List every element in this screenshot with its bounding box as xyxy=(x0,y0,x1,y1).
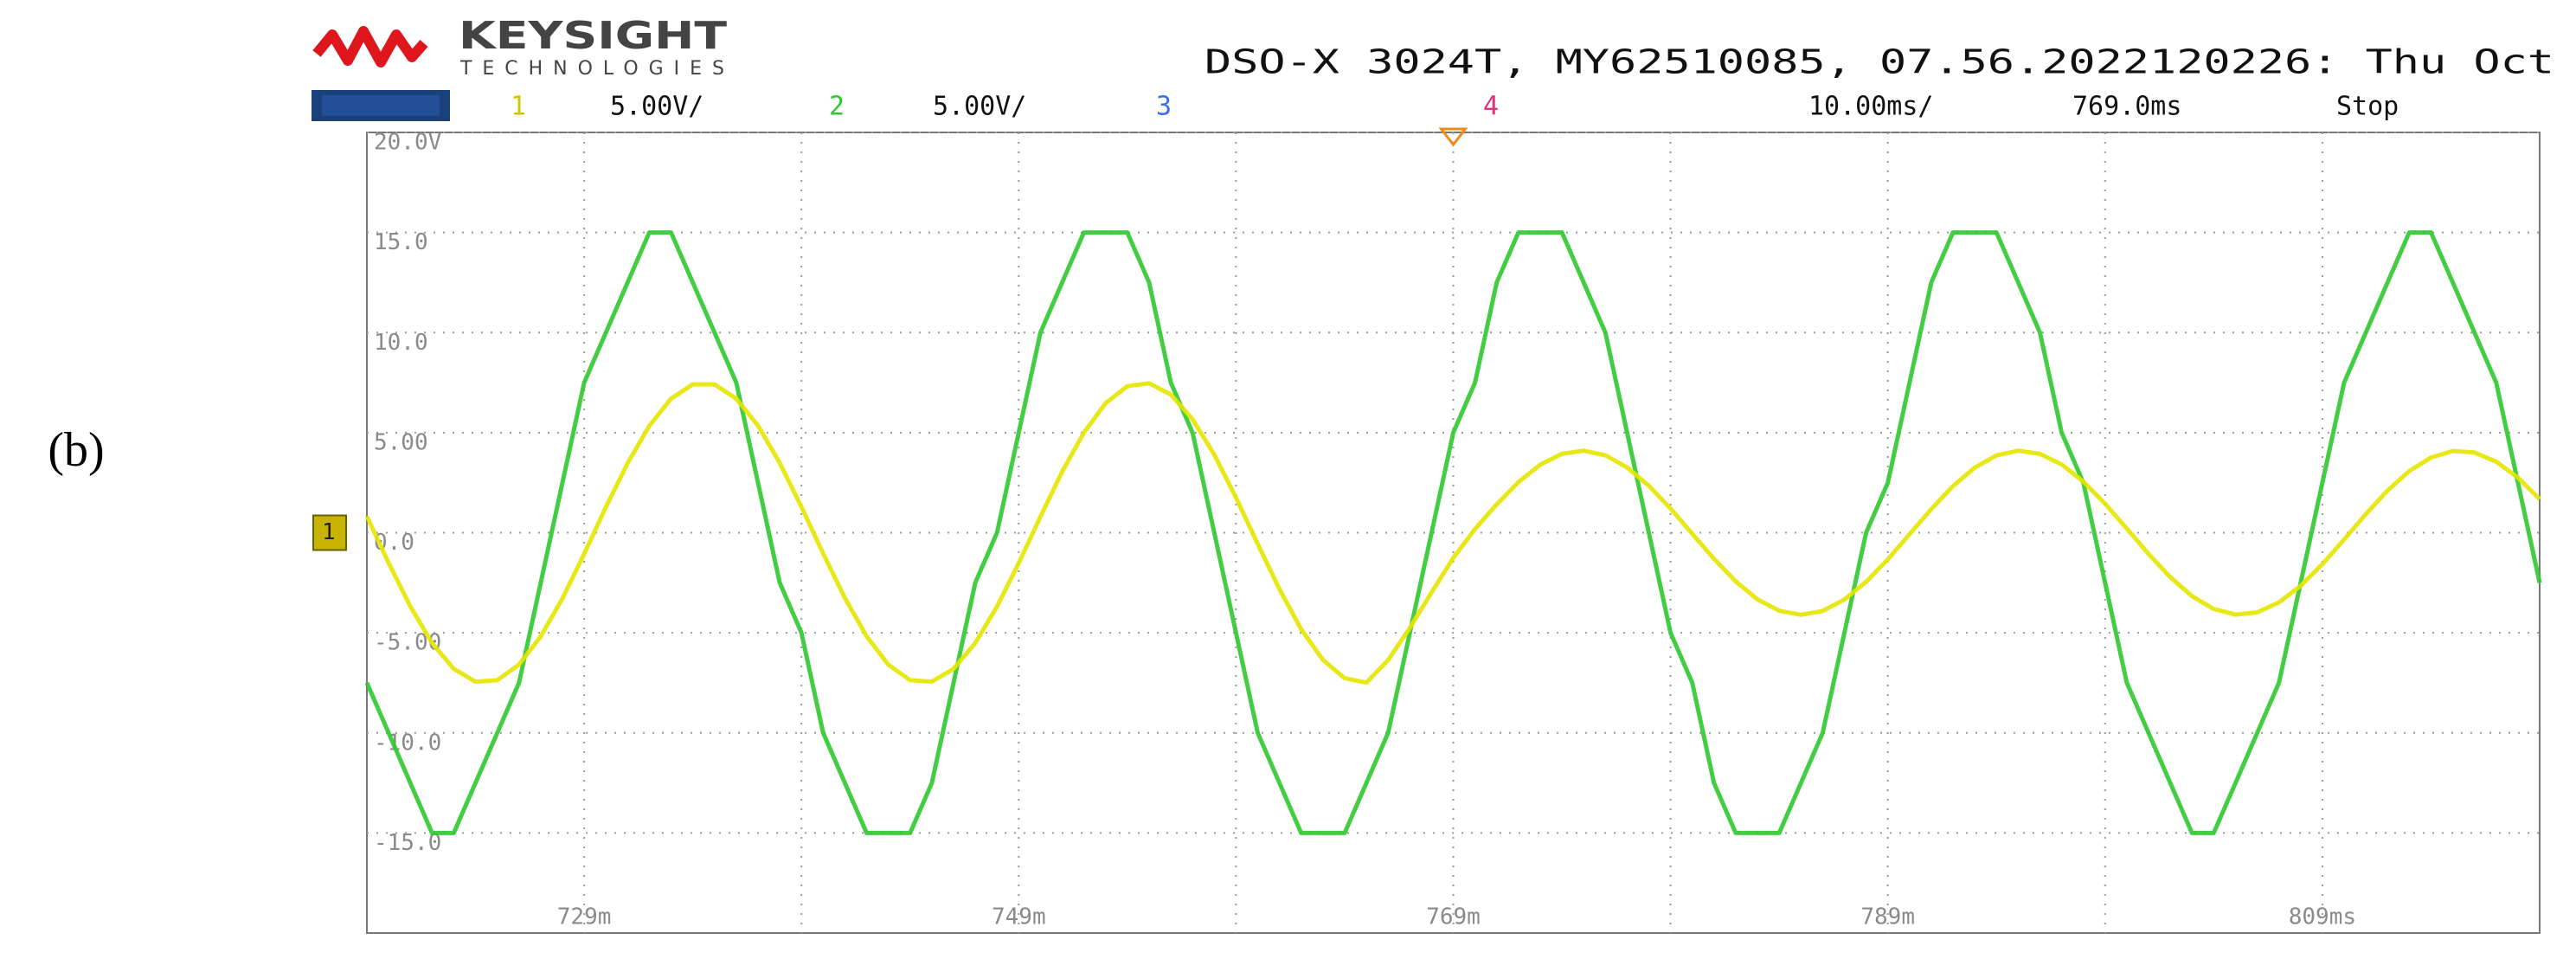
channel-4: 4 xyxy=(1483,92,1499,122)
brand-sub: TECHNOLOGIES xyxy=(459,58,724,80)
ground-marker xyxy=(312,514,347,551)
channel-2-scale: 5.00V/ xyxy=(933,92,1026,122)
brand: KEYSIGHT xyxy=(459,14,727,58)
logo: KEYSIGHT TECHNOLOGIES xyxy=(312,14,727,80)
y-tick-label: 20.0V xyxy=(374,130,441,156)
x-tick-label: 769m xyxy=(1426,904,1481,930)
channel-1-scale: 5.00V/ xyxy=(610,92,703,122)
x-tick-label: 789m xyxy=(1860,904,1915,930)
y-tick-label: 5.00 xyxy=(374,429,428,455)
channel-3: 3 xyxy=(1156,92,1172,122)
channel-2: 2 xyxy=(829,92,845,122)
y-tick-label: 10.0 xyxy=(374,330,428,356)
logo-wave xyxy=(312,26,428,68)
delay: 769.0ms xyxy=(2072,92,2181,122)
x-tick-label: 809ms xyxy=(2289,904,2356,930)
channel-1: 1 xyxy=(511,92,526,122)
x-tick-label: 749m xyxy=(992,904,1046,930)
y-tick-label: -10.0 xyxy=(374,730,441,756)
y-tick-label: 15.0 xyxy=(374,229,428,255)
channel-bar: 1 5.00V/ 2 5.00V/ 3 4 10.00ms/ 769.0ms S… xyxy=(312,90,2399,122)
x-tick-label: 729m xyxy=(557,904,612,930)
instrument-info: DSO-X 3024T, MY62510085, 07.56.202212022… xyxy=(1204,43,2554,81)
y-tick-label: -15.0 xyxy=(374,830,441,856)
timebase: 10.00ms/ xyxy=(1808,92,1934,122)
trace xyxy=(364,381,2541,685)
trigger-marker xyxy=(1438,127,1468,147)
trace xyxy=(364,230,2542,835)
menu-button-face xyxy=(322,95,440,116)
run-status: Stop xyxy=(2336,92,2399,122)
panel-label: (b) xyxy=(48,423,104,477)
ground-marker-label: 1 xyxy=(322,519,336,545)
